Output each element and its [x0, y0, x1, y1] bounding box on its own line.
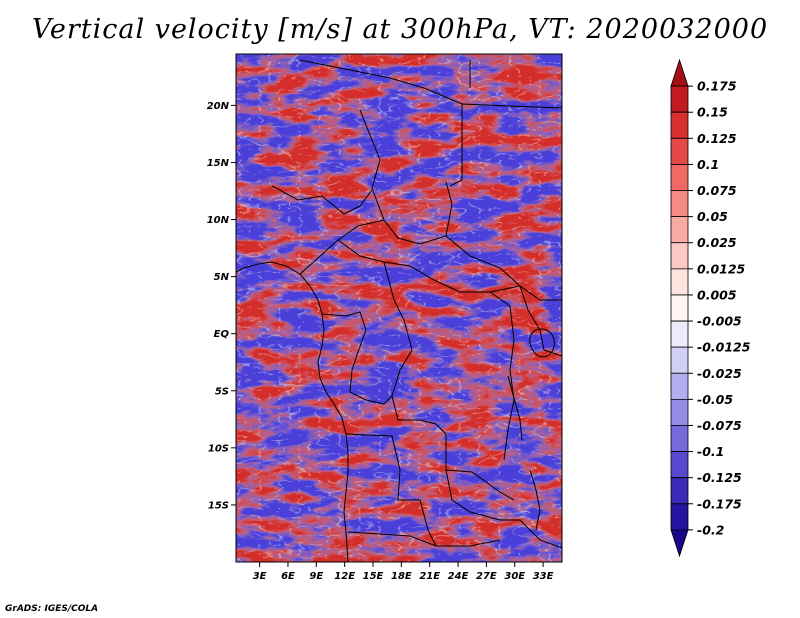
- colorbar-label: 0.025: [697, 235, 737, 250]
- colorbar-label: -0.125: [697, 470, 742, 485]
- y-tick-label: 10N: [207, 215, 230, 226]
- colorbar-label: -0.075: [697, 418, 742, 433]
- velocity-field-highlights: [236, 54, 562, 562]
- colorbar-segment: [670, 190, 689, 218]
- colorbar-segment: [670, 111, 689, 139]
- y-tick-label: 10S: [208, 443, 229, 454]
- x-tick-label: 6E: [281, 571, 295, 582]
- malawi-lake: [529, 469, 541, 531]
- colorbar-label: 0.1: [697, 157, 719, 172]
- drc-border: [383, 261, 515, 501]
- x-tick-label: 15E: [363, 571, 384, 582]
- colorbar-segment: [670, 216, 689, 244]
- lake-tanganyika: [507, 375, 523, 441]
- colorbar-segment: [670, 346, 689, 374]
- colorbar-label: 0.175: [697, 79, 737, 94]
- coastline-west: [236, 261, 349, 562]
- sudan-border: [445, 60, 562, 301]
- colorbar-segment: [670, 137, 689, 165]
- colorbar-segment: [670, 425, 689, 452]
- uganda-kenya-border: [519, 285, 562, 357]
- x-tick-label: 33E: [533, 571, 554, 582]
- y-tick-label: EQ: [214, 329, 230, 340]
- colorbar-segment: [670, 85, 689, 113]
- y-tick-label: 20N: [207, 101, 230, 112]
- colorbar-label: 0.125: [697, 131, 737, 146]
- car-border: [337, 239, 521, 293]
- y-axis: 20N 15N 10N 5N EQ 5S 10S 15S: [207, 101, 236, 511]
- namibia-border: [347, 531, 501, 547]
- colorbar-segment: [670, 451, 689, 479]
- lake-victoria: [529, 328, 555, 358]
- colorbar-label: 0.005: [697, 287, 737, 302]
- x-tick-label: 30E: [504, 571, 525, 582]
- colorbar-label: -0.175: [697, 496, 742, 511]
- congo-border: [321, 311, 393, 405]
- colorbar-segment: [670, 529, 689, 558]
- colorbar-label: 0.075: [697, 183, 737, 198]
- x-tick-label: 24E: [448, 571, 469, 582]
- colorbar-segment: [670, 477, 689, 505]
- angola-border: [345, 433, 437, 547]
- colorbar-label: -0.1: [697, 444, 724, 459]
- colorbar-label: -0.005: [697, 314, 742, 329]
- colorbar-segment: [670, 268, 689, 296]
- colorbar-segment: [670, 398, 689, 426]
- y-tick-label: 15S: [208, 500, 229, 511]
- y-tick-label: 5S: [215, 386, 229, 397]
- colorbar-label: -0.2: [697, 522, 724, 537]
- colorbar-label: 0.0125: [697, 261, 746, 276]
- plot-frame: [235, 53, 563, 563]
- colorbar-label: -0.0125: [697, 340, 751, 355]
- x-tick-label: 12E: [334, 571, 355, 582]
- zambia-border: [445, 469, 562, 549]
- x-tick-label: 3E: [253, 571, 267, 582]
- grads-credit: GrADS: IGES/COLA: [5, 604, 99, 614]
- colorbar-segment: [670, 294, 689, 322]
- y-tick-label: 15N: [207, 158, 230, 169]
- country-borders: [236, 59, 562, 562]
- x-tick-label: 9E: [309, 571, 323, 582]
- colorbar-segment: [670, 58, 689, 87]
- x-axis: 3E 6E 9E 12E 15E 18E 21E 24E 27E 30E 33E: [253, 562, 554, 582]
- x-tick-label: 27E: [476, 571, 497, 582]
- colorbar-segment: [670, 242, 689, 270]
- x-tick-label: 18E: [391, 571, 412, 582]
- colorbar-label: 0.05: [697, 209, 728, 224]
- chart-title: Vertical velocity [m/s] at 300hPa, VT: 2…: [31, 14, 769, 45]
- egypt-border: [461, 103, 562, 109]
- plot-area: [236, 54, 562, 562]
- libya-border: [299, 59, 463, 187]
- colorbar-segment: [670, 320, 689, 348]
- x-tick-label: 21E: [419, 571, 440, 582]
- colorbar-label: -0.05: [697, 392, 733, 407]
- colorbar-segment: [670, 503, 689, 531]
- colorbar-segment: [670, 372, 689, 400]
- colorbar-label: 0.15: [697, 105, 728, 120]
- chad-border: [359, 109, 453, 245]
- colorbar-label: -0.025: [697, 366, 742, 381]
- colorbar: 0.175 0.15 0.125 0.1 0.075 0.05 0.025 0.0125 0.0…: [670, 58, 751, 558]
- colorbar-segment: [670, 164, 689, 191]
- y-tick-label: 5N: [214, 272, 230, 283]
- drc-east-border: [489, 291, 515, 461]
